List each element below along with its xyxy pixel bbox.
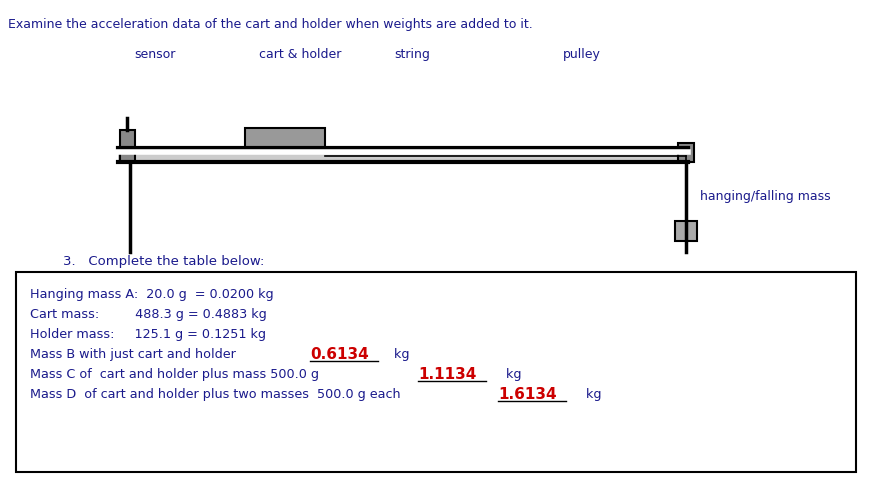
Bar [118, 148, 688, 162]
Text: 1.1134: 1.1134 [418, 367, 476, 382]
Text: Mass B with just cart and holder: Mass B with just cart and holder [30, 348, 240, 361]
Text: Hanging mass A:  20.0 g  = 0.0200 kg: Hanging mass A: 20.0 g = 0.0200 kg [30, 288, 274, 301]
Text: cart & holder: cart & holder [259, 48, 341, 61]
Text: 0.6134: 0.6134 [310, 347, 369, 362]
Text: 3.   Complete the table below:: 3. Complete the table below: [63, 255, 264, 268]
Bar [245, 128, 325, 148]
Text: hanging/falling mass: hanging/falling mass [700, 190, 831, 203]
Text: sensor: sensor [134, 48, 175, 61]
Text: Cart mass:         488.3 g = 0.4883 kg: Cart mass: 488.3 g = 0.4883 kg [30, 308, 267, 321]
Bar [120, 130, 135, 162]
Text: Mass C of  cart and holder plus mass 500.0 g: Mass C of cart and holder plus mass 500.… [30, 368, 323, 381]
Bar [16, 272, 856, 472]
Text: kg: kg [382, 348, 410, 361]
Text: pulley: pulley [563, 48, 601, 61]
Text: Examine the acceleration data of the cart and holder when weights are added to i: Examine the acceleration data of the car… [8, 18, 533, 31]
Text: Holder mass:     125.1 g = 0.1251 kg: Holder mass: 125.1 g = 0.1251 kg [30, 328, 266, 341]
Text: kg: kg [490, 368, 521, 381]
Text: Mass D  of cart and holder plus two masses  500.0 g each: Mass D of cart and holder plus two masse… [30, 388, 400, 401]
Bar [675, 221, 697, 241]
Bar [678, 143, 694, 162]
Text: kg: kg [570, 388, 602, 401]
Text: string: string [394, 48, 430, 61]
Text: 1.6134: 1.6134 [498, 387, 556, 402]
